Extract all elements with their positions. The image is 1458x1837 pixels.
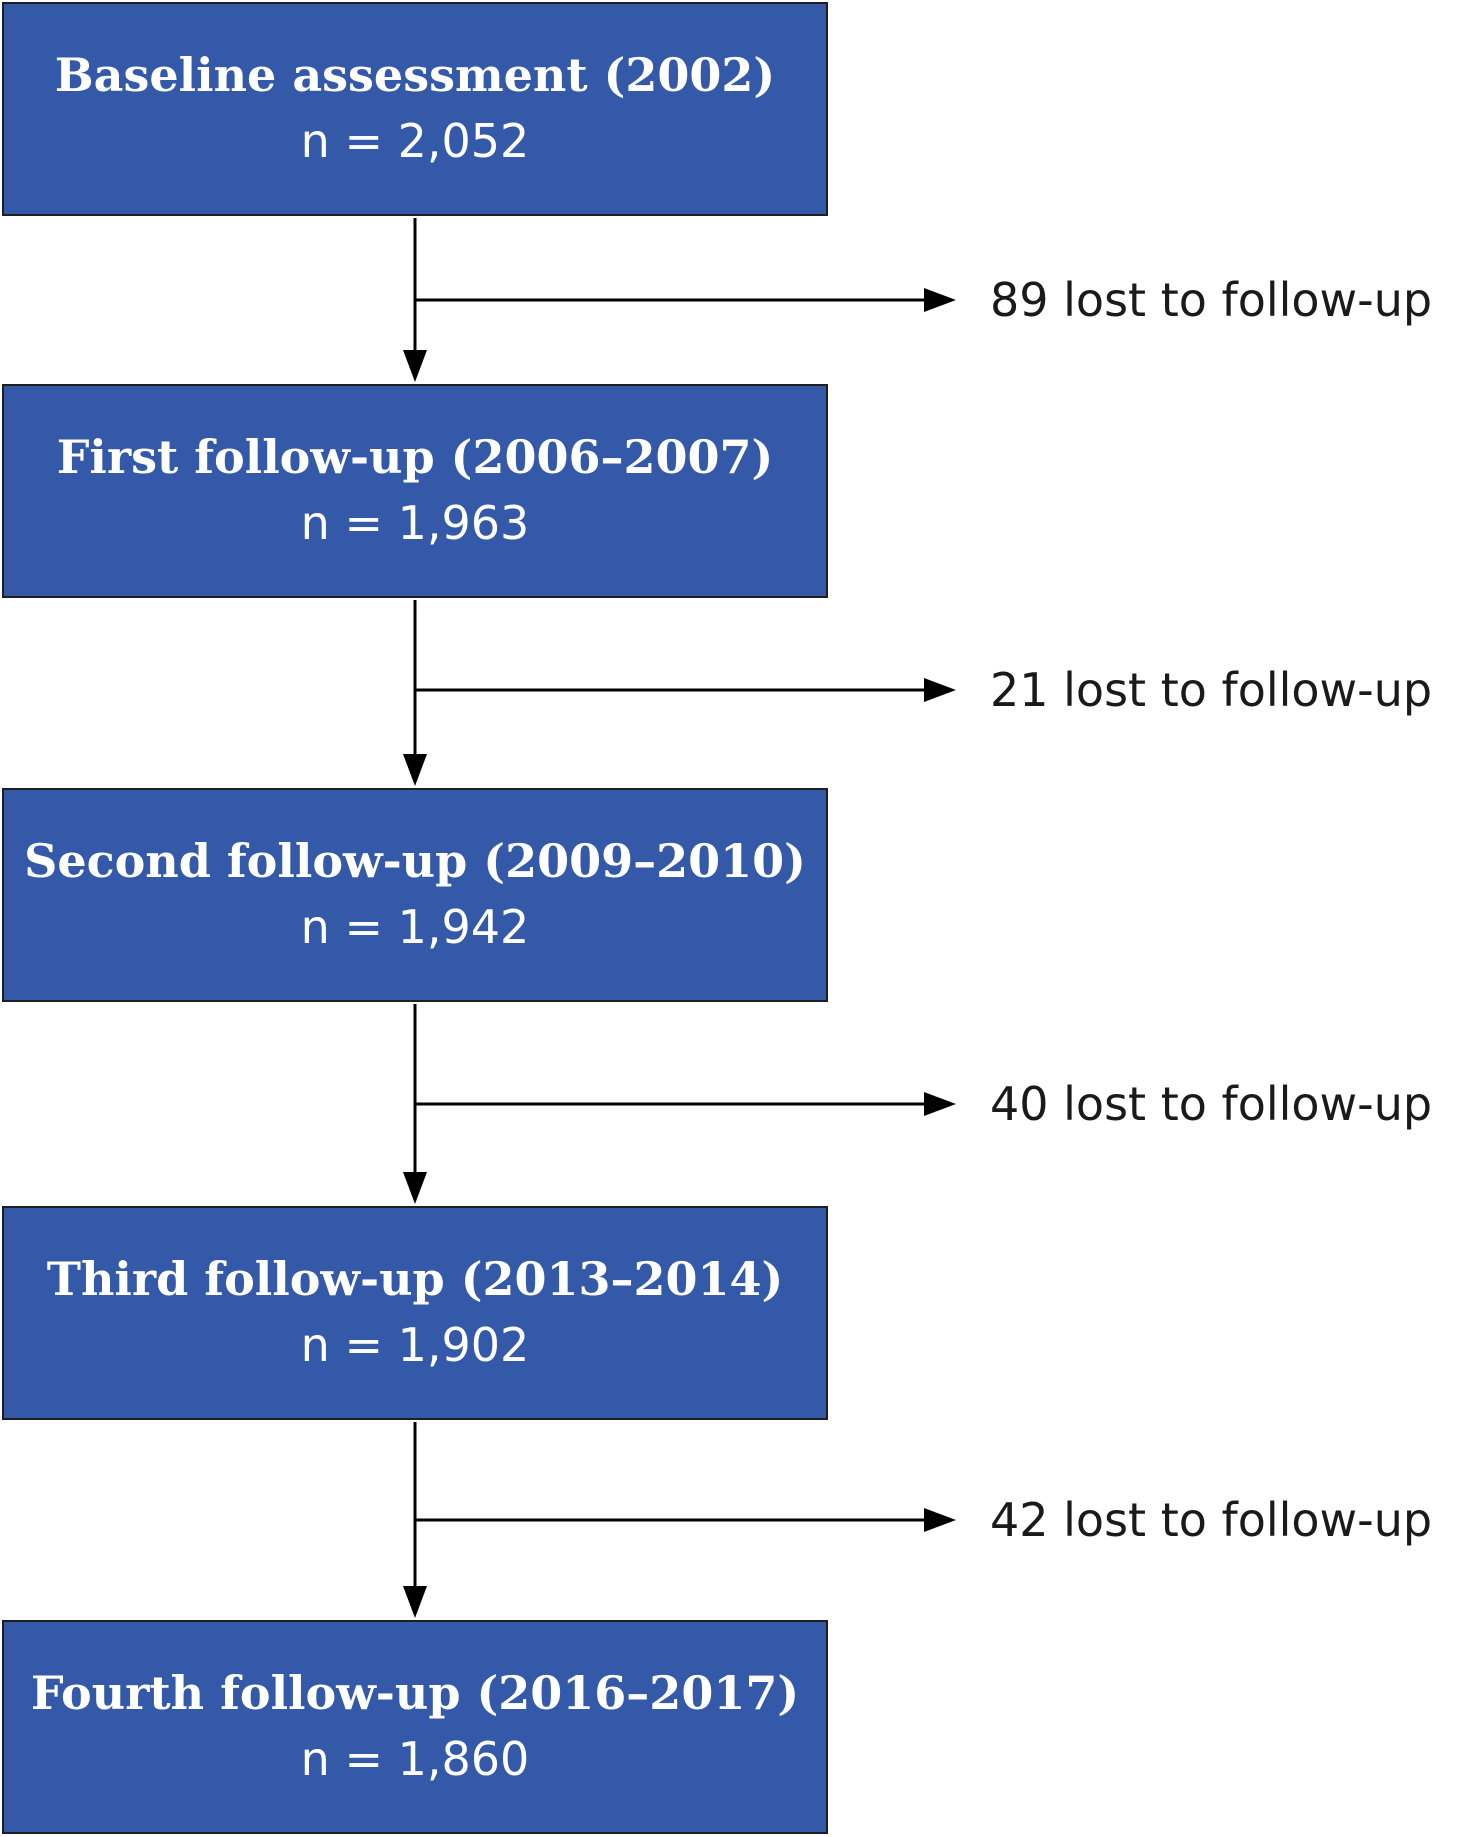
loss-label-4: 42 lost to follow-up — [990, 1493, 1433, 1547]
loss-arrowhead-1 — [924, 288, 956, 312]
stage-count: n = 1,963 — [300, 496, 530, 550]
stage-title: Fourth follow-up (2016–2017) — [30, 1666, 800, 1720]
down-arrowhead-2 — [403, 754, 427, 786]
loss-arrowhead-2 — [924, 678, 956, 702]
loss-label-3: 40 lost to follow-up — [990, 1077, 1433, 1131]
stage-count: n = 2,052 — [300, 114, 530, 168]
loss-label-2: 21 lost to follow-up — [990, 663, 1433, 717]
stage-title: Third follow-up (2013–2014) — [46, 1252, 784, 1306]
loss-arrowhead-4 — [924, 1508, 956, 1532]
down-arrowhead-1 — [403, 350, 427, 382]
stage-count: n = 1,902 — [300, 1318, 530, 1372]
stage-count: n = 1,942 — [300, 900, 530, 954]
stage-title: Second follow-up (2009–2010) — [24, 834, 806, 888]
stage-second-follow-up-box: Second follow-up (2009–2010) n = 1,942 — [2, 788, 828, 1002]
stage-baseline-box: Baseline assessment (2002) n = 2,052 — [2, 2, 828, 216]
stage-title: First follow-up (2006–2007) — [56, 430, 774, 484]
down-arrowhead-3 — [403, 1172, 427, 1204]
stage-first-follow-up-box: First follow-up (2006–2007) n = 1,963 — [2, 384, 828, 598]
stage-title: Baseline assessment (2002) — [54, 48, 776, 102]
down-arrowhead-4 — [403, 1586, 427, 1618]
loss-arrowhead-3 — [924, 1092, 956, 1116]
stage-third-follow-up-box: Third follow-up (2013–2014) n = 1,902 — [2, 1206, 828, 1420]
stage-count: n = 1,860 — [300, 1732, 530, 1786]
stage-fourth-follow-up-box: Fourth follow-up (2016–2017) n = 1,860 — [2, 1620, 828, 1834]
loss-label-1: 89 lost to follow-up — [990, 273, 1433, 327]
